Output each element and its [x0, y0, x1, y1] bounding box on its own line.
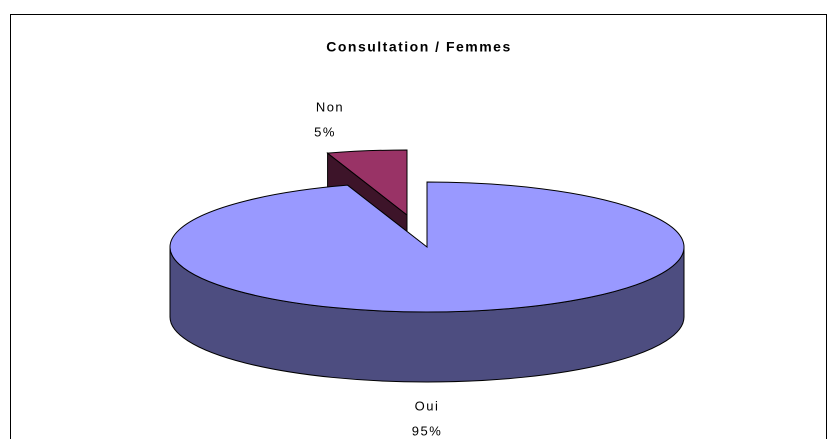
slice — [169, 181, 685, 313]
slice — [326, 149, 408, 217]
slice-value-label: 5% — [314, 124, 336, 139]
chart-title: Consultation / Femmes — [326, 39, 512, 55]
pie — [169, 149, 685, 383]
slice-label: Non — [316, 99, 344, 114]
slice-label: Oui — [415, 398, 440, 413]
slice-value-label: 95% — [412, 423, 443, 438]
